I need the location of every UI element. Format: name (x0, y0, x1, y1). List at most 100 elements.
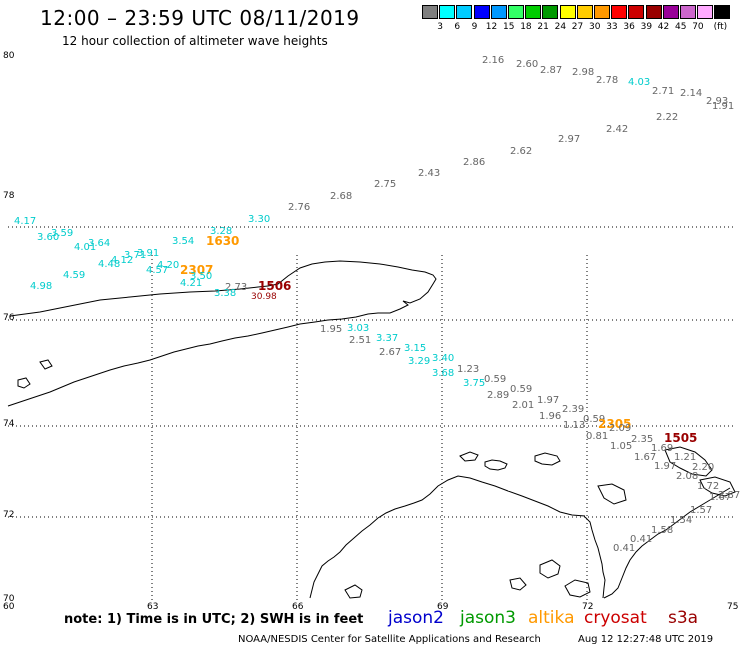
swh-measurement: 2.87 (718, 490, 740, 501)
generation-timestamp: Aug 12 12:27:48 UTC 2019 (578, 634, 714, 645)
swh-measurement: 2.01 (512, 400, 534, 411)
coastline (344, 584, 363, 599)
swh-measurement: 3.60 (37, 232, 59, 243)
legend-label: 27 (571, 22, 584, 32)
swh-measurement: 3.28 (210, 226, 232, 237)
swh-measurement: 2.97 (558, 134, 580, 145)
swh-measurement: 2.89 (487, 390, 509, 401)
legend-swatch (525, 5, 542, 19)
swh-measurement: 2.08 (676, 471, 698, 482)
legend-label: 6 (454, 22, 461, 32)
satellite-label-s3a: s3a (668, 608, 699, 628)
swh-measurement: 3.15 (404, 343, 426, 354)
swh-measurement: 3.37 (376, 333, 398, 344)
swh-measurement: 3.38 (214, 288, 236, 299)
legend-label: 3 (437, 22, 443, 32)
swh-measurement: 0.59 (510, 384, 532, 395)
legend-label: 15 (503, 22, 515, 32)
legend-swatch (439, 5, 456, 19)
swh-measurement: 0.81 (586, 431, 608, 442)
lon-label: 69 (437, 602, 449, 612)
swh-measurement: 2.60 (516, 59, 538, 70)
legend-swatch (628, 5, 645, 19)
coastline (484, 459, 508, 471)
legend-swatch (490, 5, 507, 19)
swh-measurement: 3.75 (463, 378, 485, 389)
swh-measurement: 2.93 (706, 96, 728, 107)
credit-text: NOAA/NESDIS Center for Satellite Applica… (238, 634, 541, 645)
swh-measurement: 4.12 (111, 255, 133, 266)
swh-measurement: 4.57 (146, 265, 168, 276)
lat-label: 74 (3, 419, 15, 429)
coastline (7, 260, 437, 407)
swh-measurement: 1.23 (457, 364, 479, 375)
lon-label: 60 (3, 602, 15, 612)
legend-swatch (542, 5, 559, 19)
swh-measurement: 2.39 (562, 404, 584, 415)
swh-measurement: 1506 (258, 279, 291, 293)
swh-measurement: 3.64 (88, 238, 110, 249)
legend-label: 45 (675, 22, 687, 32)
swh-measurement: 3.50 (190, 271, 212, 282)
swh-measurement: 2.75 (374, 179, 396, 190)
legend-unit: (ft) (713, 22, 728, 32)
swh-measurement: 3.30 (248, 214, 270, 225)
legend-label: 12 (485, 22, 498, 32)
legend-swatch (697, 5, 714, 19)
swh-measurement: 2.98 (572, 67, 594, 78)
swh-measurement: 2.78 (596, 75, 618, 86)
coastline (539, 559, 561, 579)
legend-label: 30 (589, 22, 601, 32)
swh-measurement: 1.21 (674, 452, 696, 463)
swh-measurement: 0.41 (630, 534, 652, 545)
footer-note: note: 1) Time is in UTC; 2) SWH is in fe… (64, 612, 364, 627)
swh-measurement: 30.98 (251, 292, 277, 302)
lon-label: 66 (292, 602, 304, 612)
lat-label: 70 (3, 594, 15, 604)
coastline (699, 476, 736, 497)
satellite-label-cryosat: cryosat (584, 608, 647, 628)
lon-label: 75 (727, 602, 738, 612)
swh-measurement: 2307 (180, 263, 213, 277)
swh-measurement: 1.97 (537, 395, 559, 406)
map-title: 12:00 – 23:59 UTC 08/11/2019 (40, 6, 360, 30)
satellite-label-altika: altika (528, 608, 575, 628)
lon-label: 72 (582, 602, 593, 612)
swh-measurement: 2.20 (692, 462, 714, 473)
swh-measurement: 2.76 (288, 202, 310, 213)
swh-measurement: 2.14 (680, 88, 702, 99)
coastline (509, 577, 527, 591)
swh-measurement: 2.71 (652, 86, 674, 97)
swh-measurement: 1.57 (690, 505, 712, 516)
swh-measurement: 1.54 (670, 515, 692, 526)
coastline (603, 487, 731, 599)
swh-measurement: 0.59 (484, 374, 506, 385)
swh-measurement: 3.71 (124, 250, 146, 261)
swh-measurement: 2.67 (379, 347, 401, 358)
lat-label: 78 (3, 191, 15, 201)
swh-measurement: 1.69 (651, 443, 673, 454)
swh-measurement: 0.59 (583, 414, 605, 425)
coastline (664, 446, 713, 477)
legend-swatch (508, 5, 524, 19)
legend-label: 70 (692, 22, 704, 32)
legend-swatch (594, 5, 610, 19)
swh-measurement: 4.48 (98, 259, 120, 270)
swh-measurement: 4.21 (180, 278, 202, 289)
coastline (17, 377, 31, 389)
legend-swatch (611, 5, 628, 19)
legend-swatch (714, 5, 731, 19)
swh-measurement: 1505 (664, 431, 697, 445)
swh-measurement: 1630 (206, 234, 239, 248)
swh-measurement: 4.98 (30, 281, 52, 292)
swh-measurement: 1.67 (709, 492, 731, 503)
swh-measurement: 1.97 (654, 461, 676, 472)
lat-label: 72 (3, 510, 14, 520)
legend-label: 9 (471, 22, 478, 32)
swh-measurement: 1.58 (651, 525, 673, 536)
satellite-label-jason2: jason2 (388, 608, 444, 628)
lon-label: 63 (147, 602, 158, 612)
satellite-label-jason3: jason3 (460, 608, 516, 628)
swh-measurement: 3.68 (432, 368, 454, 379)
coastline (597, 483, 627, 505)
